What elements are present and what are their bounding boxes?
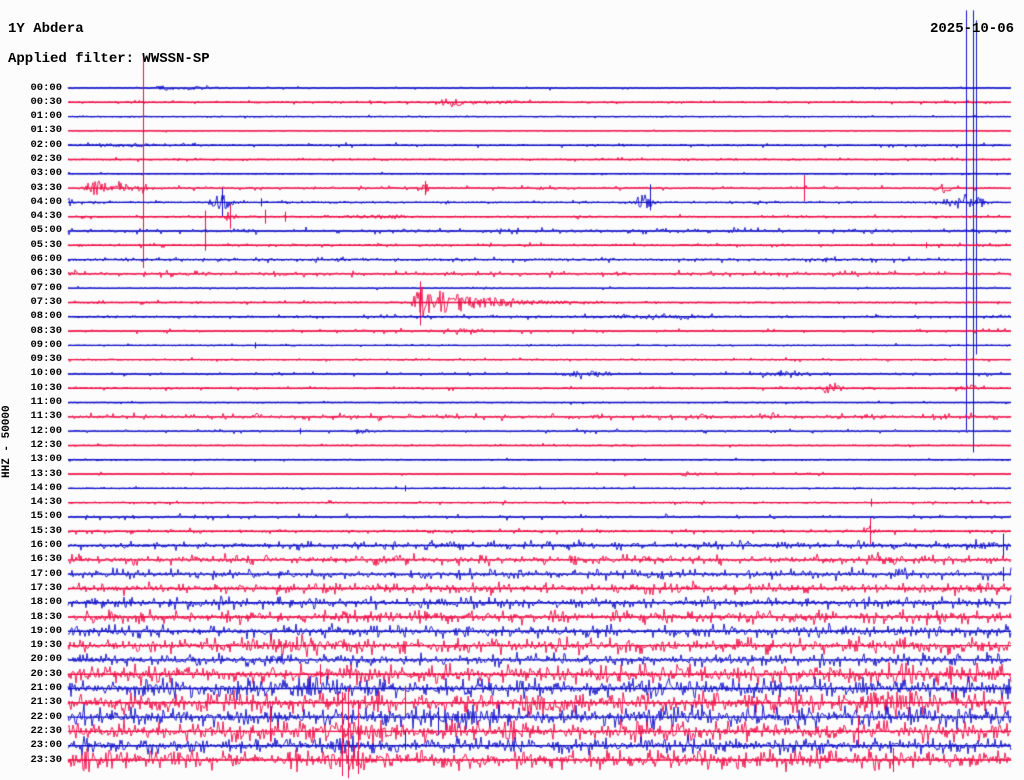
row-time-label: 09:00	[30, 338, 62, 351]
time-axis: 00:00 00:30 01:00 01:30 02:00 02:30 03:00 03:30…	[0, 0, 64, 780]
row-time-label: 22:00	[30, 710, 62, 723]
row-time-label: 16:00	[30, 539, 62, 552]
row-time-label: 14:30	[30, 496, 62, 509]
row-time-label: 19:00	[30, 624, 62, 637]
row-time-label: 11:00	[30, 396, 62, 409]
row-time-label: 06:00	[30, 253, 62, 266]
row-time-label: 02:00	[30, 138, 62, 151]
row-time-label: 04:30	[30, 210, 62, 223]
row-time-label: 11:30	[30, 410, 62, 423]
row-time-label: 01:30	[30, 124, 62, 137]
row-time-label: 18:30	[30, 610, 62, 623]
row-time-label: 16:30	[30, 553, 62, 566]
row-time-label: 03:00	[30, 167, 62, 180]
channel-scale-label: HHZ - 50000	[1, 405, 13, 478]
row-time-label: 20:00	[30, 653, 62, 666]
applied-filter-label: Applied filter: WWSSN-SP	[8, 51, 210, 67]
row-time-label: 19:30	[30, 639, 62, 652]
row-time-label: 15:00	[30, 510, 62, 523]
date-label: 2025-10-06	[929, 21, 1014, 37]
row-time-label: 10:30	[30, 381, 62, 394]
row-time-label: 14:00	[30, 481, 62, 494]
row-time-label: 05:30	[30, 238, 62, 251]
row-time-label: 12:00	[30, 424, 62, 437]
row-time-label: 17:30	[30, 581, 62, 594]
row-time-label: 23:30	[30, 753, 62, 766]
row-time-label: 01:00	[30, 110, 62, 123]
row-time-label: 21:00	[30, 682, 62, 695]
row-time-label: 17:00	[30, 567, 62, 580]
row-time-label: 00:30	[30, 95, 62, 108]
row-time-label: 21:30	[30, 696, 62, 709]
row-time-label: 04:00	[30, 195, 62, 208]
row-time-label: 07:30	[30, 295, 62, 308]
row-time-label: 20:30	[30, 667, 62, 680]
row-time-label: 13:00	[30, 453, 62, 466]
row-time-label: 13:30	[30, 467, 62, 480]
row-time-label: 10:00	[30, 367, 62, 380]
row-time-label: 00:00	[30, 81, 62, 94]
row-time-label: 23:00	[30, 739, 62, 752]
row-time-label: 15:30	[30, 524, 62, 537]
station-title: 1Y Abdera	[8, 21, 84, 37]
row-time-label: 02:30	[30, 152, 62, 165]
row-time-label: 05:00	[30, 224, 62, 237]
row-time-label: 08:00	[30, 310, 62, 323]
row-time-label: 06:30	[30, 267, 62, 280]
row-time-label: 12:30	[30, 438, 62, 451]
row-time-label: 03:30	[30, 181, 62, 194]
row-time-label: 08:30	[30, 324, 62, 337]
row-time-label: 22:30	[30, 724, 62, 737]
row-time-label: 18:00	[30, 596, 62, 609]
row-time-label: 07:00	[30, 281, 62, 294]
row-time-label: 09:30	[30, 353, 62, 366]
